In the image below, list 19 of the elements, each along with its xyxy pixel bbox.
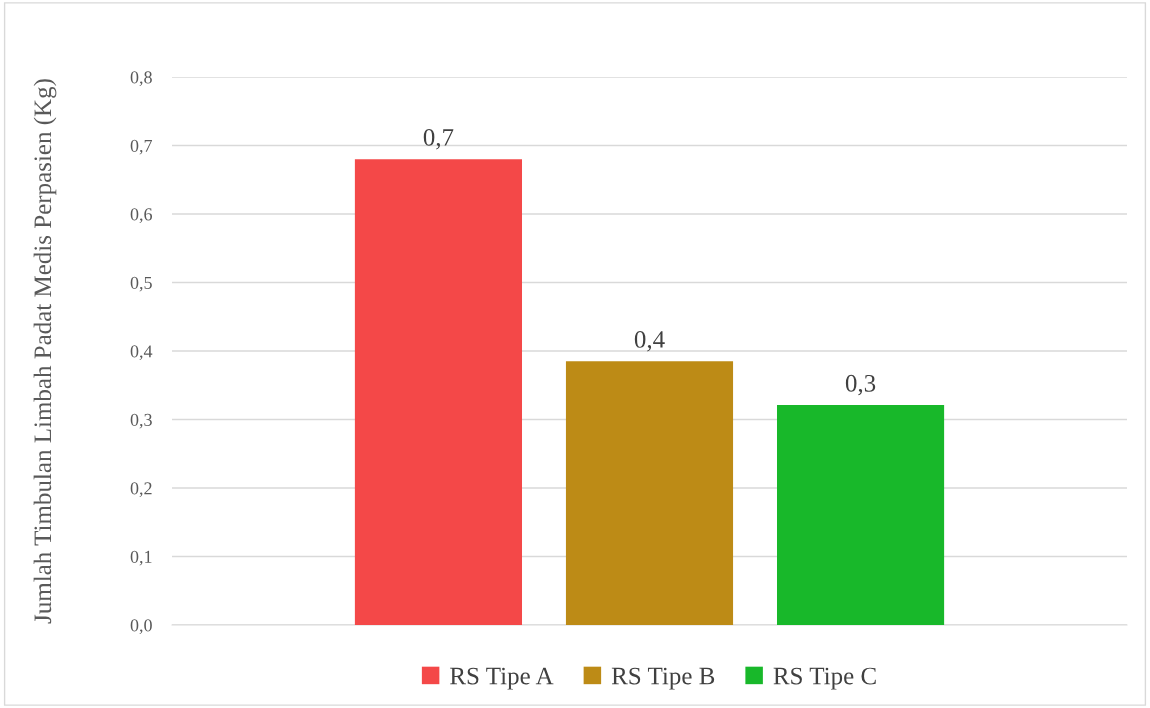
y-tick-label: 0,1 bbox=[130, 550, 152, 566]
y-tick-label: 0,6 bbox=[130, 208, 153, 224]
bar bbox=[565, 361, 734, 625]
y-tick-label: 0,0 bbox=[130, 619, 152, 635]
y-tick-label: 0,4 bbox=[130, 345, 153, 361]
bar bbox=[354, 159, 523, 625]
y-tick-label: 0,2 bbox=[130, 482, 152, 498]
y-tick-label: 0,7 bbox=[130, 139, 153, 155]
data-label: 0,3 bbox=[845, 374, 876, 396]
legend-label: RS Tipe B bbox=[611, 667, 715, 690]
legend-label: RS Tipe C bbox=[773, 667, 876, 690]
y-tick-label: 0,8 bbox=[130, 71, 152, 87]
data-label: 0,4 bbox=[634, 330, 665, 352]
y-tick-label: 0,3 bbox=[130, 413, 152, 429]
y-tick-label: 0,5 bbox=[130, 276, 152, 292]
y-axis-title: Jumlah Timbulan Limbah Padat Medis Perpasien (Kg) bbox=[33, 79, 57, 624]
legend-label: RS Tipe A bbox=[450, 667, 554, 690]
bar bbox=[776, 405, 945, 625]
data-label: 0,7 bbox=[423, 128, 454, 150]
